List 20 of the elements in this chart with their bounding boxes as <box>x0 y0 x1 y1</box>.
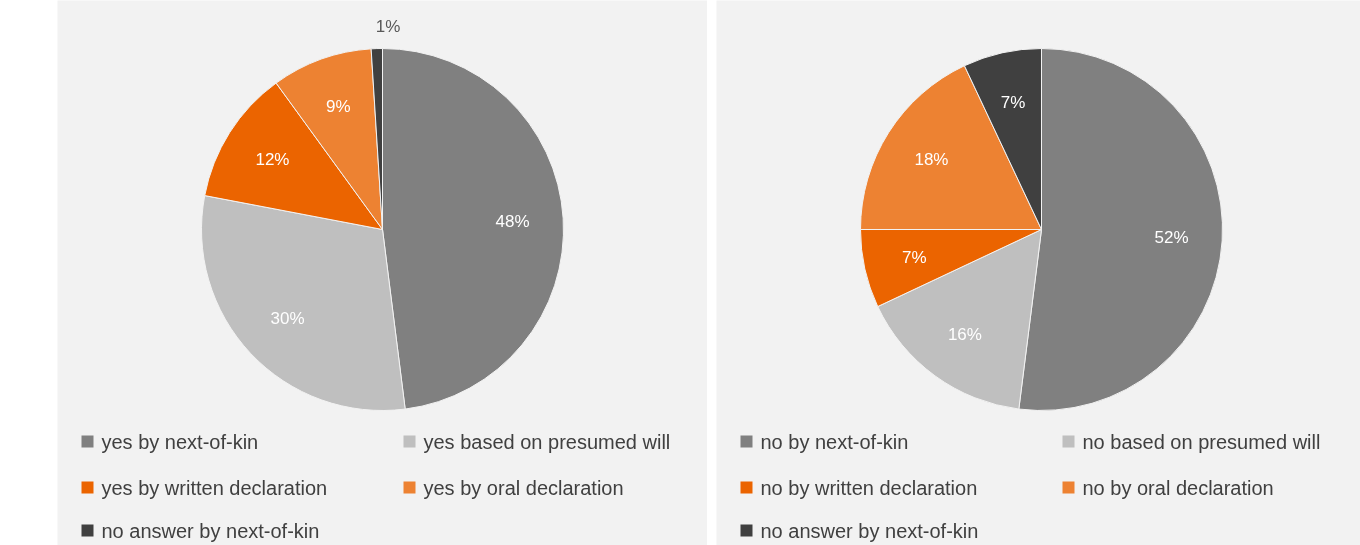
legend-label: yes by oral declaration <box>423 476 624 499</box>
legend-label: no answer by next-of-kin <box>101 519 320 542</box>
legend-label: yes based on presumed will <box>423 430 671 453</box>
legend-label: no by written declaration <box>760 476 978 499</box>
data-label: 48% <box>495 211 530 231</box>
data-label: 16% <box>947 325 982 345</box>
data-label: 30% <box>270 309 305 329</box>
data-label: 9% <box>326 97 351 117</box>
data-label: 52% <box>1154 228 1189 248</box>
data-label: 1% <box>375 17 401 37</box>
data-label: 18% <box>914 150 949 170</box>
legend-label: no by next-of-kin <box>760 430 909 453</box>
legend-label: no based on presumed will <box>1082 430 1321 453</box>
data-label: 7% <box>902 248 927 268</box>
legend-label: yes by written declaration <box>101 476 328 499</box>
data-label: 7% <box>1000 92 1026 112</box>
data-label: 12% <box>255 150 290 170</box>
legend-label: no answer by next-of-kin <box>760 519 979 542</box>
legend-label: yes by next-of-kin <box>101 430 259 453</box>
legend-label: no by oral declaration <box>1082 476 1274 499</box>
